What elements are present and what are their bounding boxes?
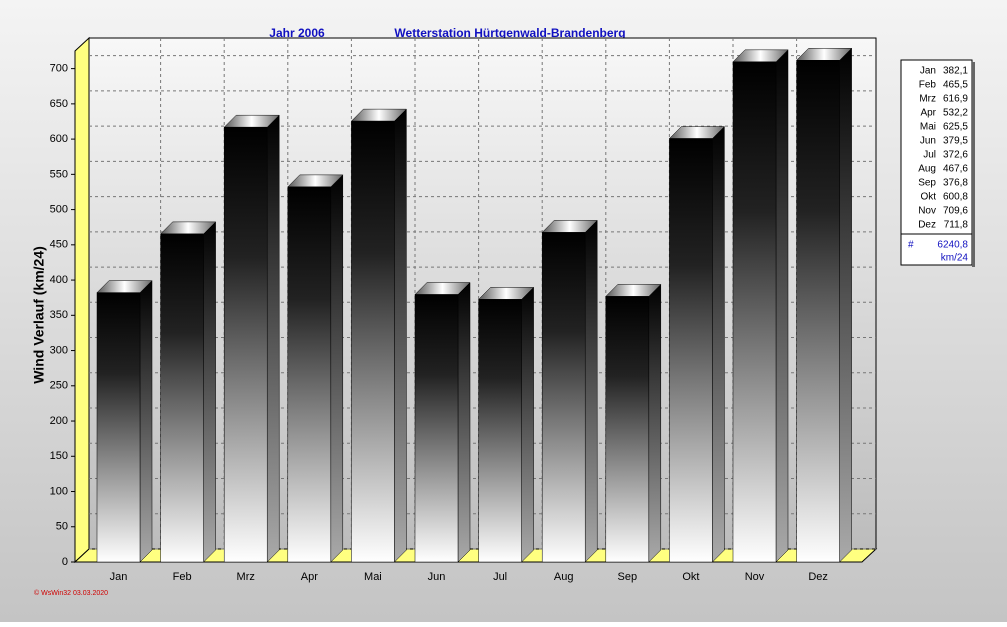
- y-tick-label: 50: [56, 521, 68, 533]
- legend-category: Jul: [923, 150, 936, 161]
- x-tick-label: Nov: [745, 571, 765, 583]
- chart-subtitle: Wetterstation Hürtgenwald-Brandenberg: [394, 26, 625, 40]
- bar-side: [839, 47, 852, 563]
- y-tick-label: 200: [50, 415, 68, 427]
- bar-side: [775, 49, 789, 563]
- legend-value: 376,8: [943, 178, 968, 189]
- legend-category: Mai: [920, 122, 936, 133]
- y-tick-label: 500: [50, 203, 68, 215]
- y-tick-label: 600: [50, 133, 68, 145]
- y-tick-label: 350: [50, 309, 68, 321]
- legend-value: 616,9: [943, 94, 968, 105]
- x-tick-label: Feb: [173, 571, 192, 583]
- bar: [732, 61, 777, 563]
- y-tick-label: 400: [50, 274, 68, 286]
- legend: # 6240,8 km/24 Jan 382,1 Feb 465,5 Mrz 616,9 A…: [900, 59, 975, 267]
- legend-category: Dez: [918, 220, 936, 231]
- legend-value: 709,6: [943, 206, 968, 217]
- bar-side: [203, 221, 216, 563]
- legend-category: Okt: [920, 192, 936, 203]
- legend-value: 625,5: [943, 122, 968, 133]
- bar-side: [648, 283, 662, 563]
- bar-side: [521, 286, 534, 563]
- legend-unit: km/24: [941, 253, 969, 264]
- bar: [96, 292, 141, 563]
- bar: [669, 138, 713, 563]
- bar: [478, 299, 522, 563]
- x-tick-label: Jun: [428, 571, 446, 583]
- y-tick-label: 700: [50, 63, 68, 75]
- y-tick-label: 300: [50, 344, 68, 356]
- bar: [223, 126, 268, 563]
- x-tick-label: Dez: [808, 571, 828, 583]
- x-tick-label: Sep: [618, 571, 638, 583]
- bar-side: [394, 108, 407, 563]
- legend-value: 711,8: [944, 220, 969, 231]
- legend-category: Jun: [920, 136, 936, 147]
- x-tick-label: Apr: [301, 571, 318, 583]
- bar: [414, 294, 459, 563]
- x-tick-label: Jan: [110, 571, 128, 583]
- legend-value: 600,8: [943, 192, 968, 203]
- legend-category: Feb: [919, 80, 937, 91]
- y-tick-label: 450: [50, 239, 68, 251]
- bar: [796, 60, 840, 563]
- bar: [351, 120, 395, 563]
- legend-category: Nov: [918, 206, 936, 217]
- y-axis-label: Wind Verlauf (km/24): [31, 246, 47, 384]
- y-tick-label: 0: [62, 556, 68, 568]
- bar: [287, 186, 332, 563]
- bar-side: [266, 114, 280, 563]
- x-tick-label: Jul: [493, 571, 507, 583]
- bar-side: [457, 281, 471, 563]
- bar-side: [712, 125, 725, 563]
- bar-side: [584, 219, 598, 563]
- legend-category: Aug: [918, 164, 936, 175]
- footer: © WsWin32 03.03.2020: [34, 589, 108, 597]
- legend-value: 465,5: [943, 80, 968, 91]
- y-tick-label: 100: [50, 485, 68, 497]
- legend-value: 379,5: [943, 136, 968, 147]
- y-tick-label: 650: [50, 98, 68, 110]
- legend-shadow: [972, 62, 975, 267]
- legend-value: 467,6: [943, 164, 968, 175]
- bar: [160, 233, 204, 563]
- x-tick-label: Okt: [682, 571, 699, 583]
- legend-category: Sep: [918, 178, 936, 189]
- legend-category: Mrz: [919, 94, 936, 105]
- bar: [541, 232, 586, 563]
- legend-category: Jan: [920, 66, 936, 77]
- chart-title: Jahr 2006: [269, 26, 325, 40]
- x-tick-label: Mai: [364, 571, 382, 583]
- y-tick-label: 150: [50, 450, 68, 462]
- left-wall: [74, 36, 90, 564]
- bar-side: [139, 280, 153, 563]
- legend-value: 382,1: [943, 66, 968, 77]
- x-tick-label: Mrz: [237, 571, 255, 583]
- legend-total-symbol: #: [908, 240, 914, 251]
- x-tick-label: Aug: [554, 571, 574, 583]
- legend-category: Apr: [920, 108, 936, 119]
- legend-value: 532,2: [943, 108, 968, 119]
- legend-value: 372,6: [943, 150, 968, 161]
- legend-box: [900, 59, 973, 266]
- legend-total: 6240,8: [937, 240, 968, 251]
- y-tick-label: 550: [50, 168, 68, 180]
- y-tick-label: 250: [50, 380, 68, 392]
- bar-side: [330, 174, 344, 563]
- bar: [605, 296, 650, 563]
